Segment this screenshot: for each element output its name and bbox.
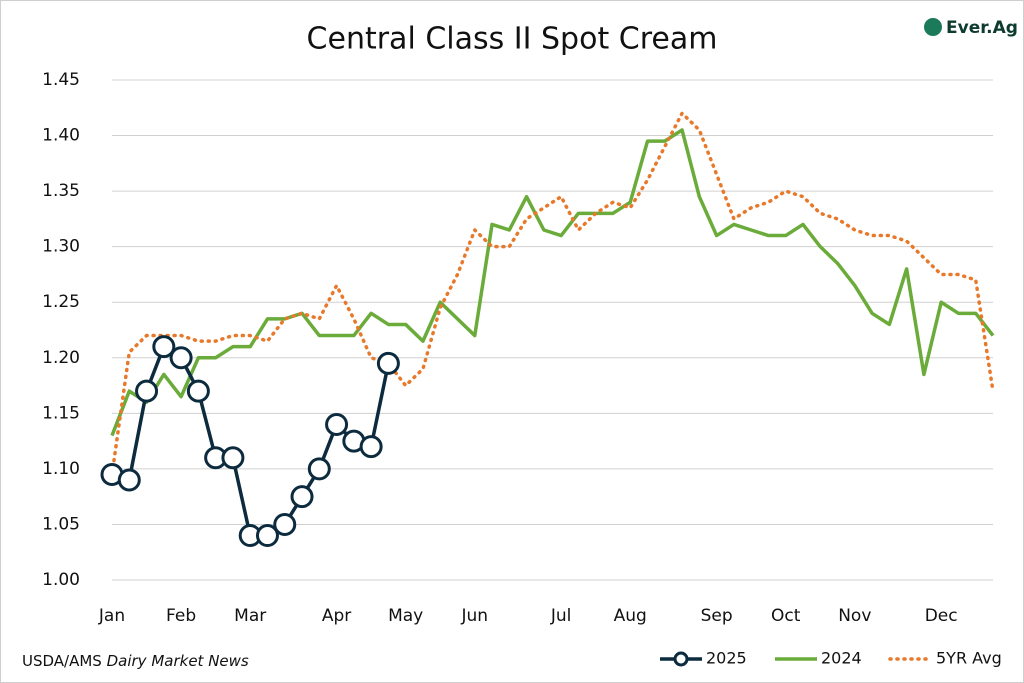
x-tick-label: Jun [460,606,488,626]
x-tick-label: Jul [550,606,572,626]
y-tick-label: 1.30 [42,237,80,257]
data-point [307,457,331,481]
data-point [169,346,193,370]
legend-marker [673,651,689,667]
source: USDA/AMS Dairy Market News [22,652,249,670]
x-tick-label: Aug [614,606,647,626]
y-tick-label: 1.40 [42,126,80,146]
data-point [117,468,141,492]
data-point [221,446,245,470]
data-point [376,351,400,375]
y-tick-label: 1.10 [42,459,80,479]
data-point [255,524,279,548]
y-tick-label: 1.35 [42,181,80,201]
data-point [359,435,383,459]
data-point [273,512,297,536]
legend-item: 5YR Avg [888,649,1002,668]
x-tick-label: Feb [166,606,196,626]
y-tick-label: 1.20 [42,348,80,368]
series-line [110,128,995,437]
data-point [186,379,210,403]
x-tick-label: Sep [701,606,733,626]
y-tick-label: 1.15 [42,403,80,423]
x-tick-label: Dec [925,606,958,626]
chart-title: Central Class II Spot Cream [307,22,718,57]
data-point [152,335,176,359]
legend-label: 5YR Avg [936,649,1002,668]
logo: Ever.Ag [924,18,1018,38]
data-point [135,379,159,403]
source-text: USDA/AMS [22,652,102,670]
legend-label: 2025 [706,649,747,668]
y-tick-label: 1.00 [42,570,80,590]
legend-item: 2024 [775,649,862,668]
y-tick-label: 1.05 [42,514,80,534]
x-tick-label: Jan [98,606,125,626]
legend-label: 2024 [821,649,862,668]
x-tick-label: Apr [322,606,351,626]
logo-icon [924,18,942,36]
source-italic: Dairy Market News [107,652,249,670]
y-tick-label: 1.25 [42,292,80,312]
x-tick-label: Mar [234,606,266,626]
data-point [325,412,349,436]
x-tick-label: May [388,606,423,626]
logo-text: Ever.Ag [946,18,1018,38]
x-tick-label: Nov [838,606,871,626]
series-line [110,111,995,477]
y-tick-label: 1.45 [42,70,80,90]
legend-item: 2025 [660,649,747,668]
x-tick-label: Oct [771,606,801,626]
data-point [290,485,314,509]
